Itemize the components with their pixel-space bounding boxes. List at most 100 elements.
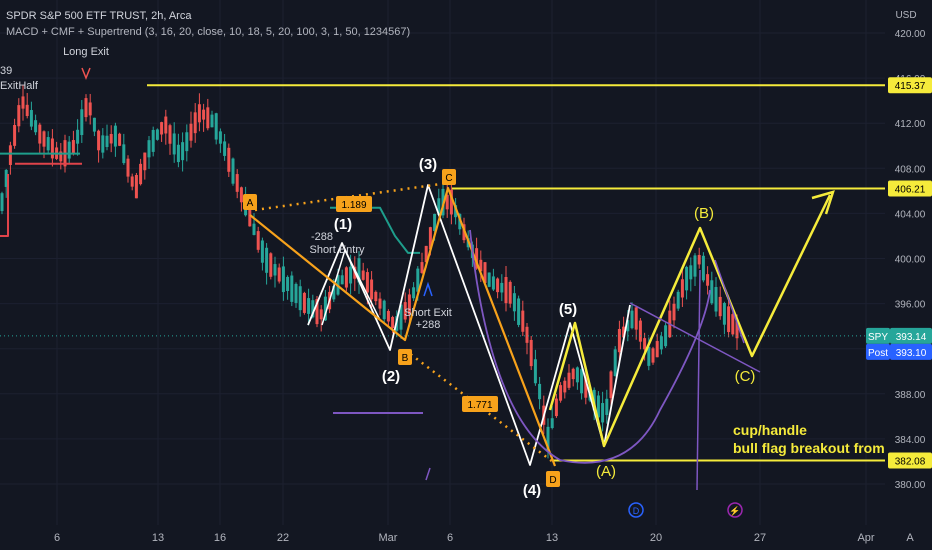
candle-down <box>13 124 17 146</box>
candle-down <box>609 371 613 399</box>
candle-up <box>307 298 311 314</box>
post-price-tag-bg <box>890 343 932 360</box>
candle-up <box>512 293 516 312</box>
point-label-d[interactable]: D <box>549 475 556 486</box>
candle-down <box>571 368 575 380</box>
candle-down <box>643 338 647 350</box>
candle-down <box>197 104 201 123</box>
candle-up <box>664 325 668 347</box>
spy-price-tag[interactable]: 393.14 <box>896 332 927 343</box>
candle-down <box>109 134 113 144</box>
candle-up <box>412 287 416 299</box>
candle-up <box>172 133 176 155</box>
candle-up <box>517 298 521 325</box>
candle-down <box>735 320 739 339</box>
time-axis-tick: 27 <box>754 532 766 544</box>
candle-up <box>151 129 155 152</box>
candle-down <box>319 309 323 320</box>
candle-up <box>605 398 609 415</box>
candle-up <box>252 223 256 235</box>
candle-up <box>630 310 634 329</box>
candle-down <box>378 298 382 309</box>
candle-up <box>290 275 294 302</box>
candle-up <box>433 213 437 231</box>
candle-down <box>521 310 525 332</box>
fib-label-1771[interactable]: 1.771 <box>467 400 492 411</box>
candle-down <box>559 385 563 401</box>
candle-down <box>256 231 260 250</box>
lightning-event-icon[interactable] <box>727 502 743 518</box>
handle-tick <box>425 467 431 481</box>
candle-down <box>302 292 306 313</box>
candle-down <box>727 306 731 333</box>
candle-up <box>659 336 663 350</box>
candle-up <box>676 291 680 309</box>
candle-down <box>449 189 453 215</box>
short-exit-arrow <box>423 281 433 297</box>
point-label-c-bg <box>442 169 456 185</box>
currency-label: USD <box>895 10 916 21</box>
candle-down <box>731 314 735 335</box>
dividend-icon[interactable] <box>628 502 644 518</box>
point-label-b[interactable]: B <box>402 353 409 364</box>
price-tag-382[interactable]: 382.08 <box>895 457 926 468</box>
candle-up <box>349 266 353 284</box>
candle-up <box>218 131 222 144</box>
candle-down <box>525 326 529 343</box>
candle-up <box>80 109 84 136</box>
price-axis-tick: 380.00 <box>895 480 926 491</box>
wave-label-a-corr: (A) <box>596 463 616 480</box>
post-symbol-tag[interactable]: Post <box>868 348 888 359</box>
candle-down <box>529 339 533 367</box>
candle-up <box>214 113 218 140</box>
short-exit-label: Short Exit <box>404 307 452 319</box>
indicator-legend[interactable]: MACD + CMF + Supertrend (3, 16, 20, clos… <box>6 26 411 38</box>
candle-up <box>538 383 542 400</box>
candle-down <box>235 174 239 192</box>
wave-label-3: (3) <box>419 156 437 173</box>
candle-down <box>554 398 558 417</box>
candle-down <box>391 317 395 329</box>
dividend-icon-letter: D <box>633 506 640 516</box>
candle-up <box>596 395 600 418</box>
candle-down <box>584 377 588 398</box>
candle-up <box>210 114 214 128</box>
candle-up <box>580 369 584 394</box>
auto-scale-button[interactable]: A <box>906 532 914 544</box>
abc-correction-line <box>548 194 832 448</box>
candle-down <box>50 138 54 159</box>
candle-down <box>160 122 164 135</box>
candle-down <box>21 96 25 109</box>
candle-down <box>139 163 143 185</box>
candle-up <box>613 349 617 377</box>
candle-down <box>638 320 642 342</box>
point-label-c[interactable]: C <box>445 173 452 184</box>
time-axis-tick: 22 <box>277 532 289 544</box>
candle-up <box>29 110 33 127</box>
candle-up <box>710 280 714 304</box>
candle-down <box>239 187 243 203</box>
candle-down <box>475 248 479 269</box>
candle-down <box>71 140 75 154</box>
candle-down <box>277 267 281 282</box>
candle-down <box>189 123 193 141</box>
price-tag-415[interactable]: 415.37 <box>895 81 926 92</box>
candle-up <box>382 300 386 320</box>
lightning-event-glyph: ⚡ <box>729 505 740 517</box>
post-price-tag[interactable]: 393.10 <box>896 348 927 359</box>
point-label-a[interactable]: A <box>247 198 254 209</box>
candle-down <box>617 328 621 353</box>
price-tag-406[interactable]: 406.21 <box>895 184 926 195</box>
spy-symbol-tag[interactable]: SPY <box>868 332 888 343</box>
candle-down <box>622 326 626 338</box>
long-exit-arrow <box>81 67 91 81</box>
price-axis-tick: 388.00 <box>895 390 926 401</box>
candle-up <box>575 367 579 383</box>
candle-up <box>693 255 697 277</box>
long-exit-label: Long Exit <box>63 46 109 58</box>
fib-label-1189[interactable]: 1.189 <box>341 200 366 211</box>
candle-up <box>533 359 537 384</box>
symbol-title[interactable]: SPDR S&P 500 ETF TRUST, 2h, Arca <box>6 10 192 22</box>
wave-label-b-corr: (B) <box>694 205 714 222</box>
